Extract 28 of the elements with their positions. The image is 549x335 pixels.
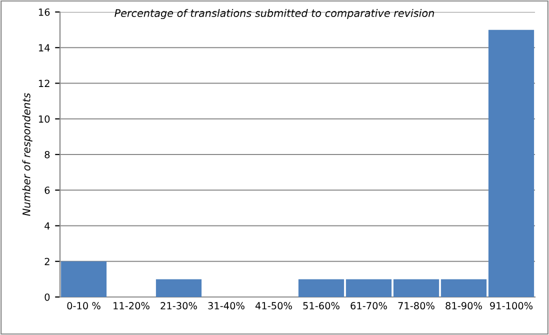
x-tick-label: 81-90% bbox=[446, 302, 482, 310]
bar bbox=[393, 279, 440, 297]
y-tick-label: 12 bbox=[38, 80, 50, 87]
bar bbox=[440, 279, 487, 297]
y-tick-label: 10 bbox=[38, 115, 50, 123]
x-tick-label: 61-70% bbox=[350, 302, 387, 310]
x-tick-label: 21-30% bbox=[160, 302, 197, 310]
x-tick-label: 31-40% bbox=[208, 302, 244, 310]
bar bbox=[298, 279, 344, 297]
y-tick-label: 14 bbox=[38, 44, 50, 52]
bar bbox=[488, 30, 534, 297]
y-axis-title: Number of respondents bbox=[22, 93, 32, 216]
y-tick-label: 8 bbox=[44, 150, 50, 158]
bar bbox=[156, 279, 202, 297]
bar bbox=[346, 279, 392, 297]
y-tick-label: 2 bbox=[44, 258, 50, 266]
x-tick-label: 71-80% bbox=[398, 302, 434, 310]
x-tick-label: 41-50% bbox=[255, 302, 292, 310]
y-tick-label: 16 bbox=[38, 8, 50, 16]
y-tick-label: 4 bbox=[44, 222, 50, 230]
x-tick-label: 11-20% bbox=[114, 302, 150, 310]
bar bbox=[60, 261, 107, 297]
x-tick-label: 0-10 % bbox=[67, 302, 100, 310]
y-tick-label: 6 bbox=[44, 186, 50, 194]
y-tick-label: 0 bbox=[44, 293, 50, 301]
x-tick-label: 51-60% bbox=[303, 302, 340, 310]
x-tick-label: 91-100% bbox=[490, 302, 533, 310]
chart-title: Percentage of translations submitted to comparative revision bbox=[114, 8, 434, 20]
